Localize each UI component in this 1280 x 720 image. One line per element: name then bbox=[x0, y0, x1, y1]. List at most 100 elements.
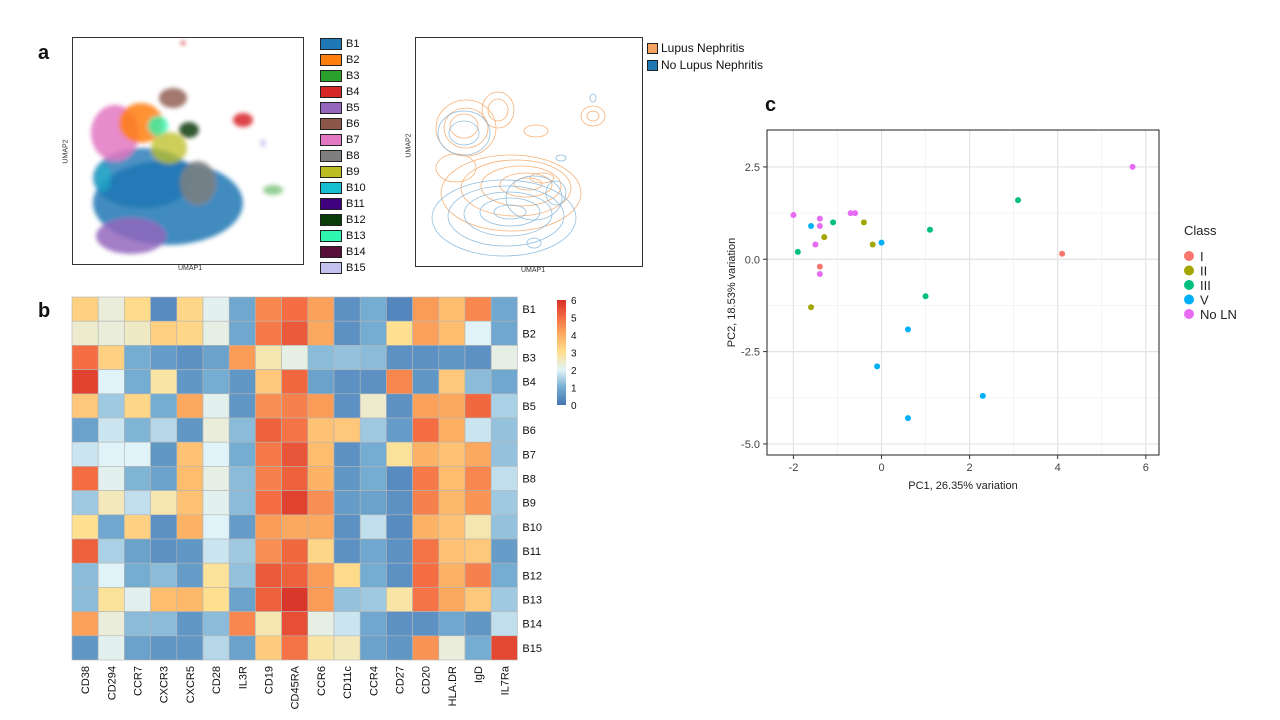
scatter-point bbox=[808, 223, 815, 230]
legend-item-b3: B3 bbox=[320, 68, 359, 83]
cluster-blob-b8 bbox=[180, 161, 216, 205]
legend-label: No Lupus Nephritis bbox=[661, 58, 764, 72]
heatmap-col-label: CD27 bbox=[395, 666, 407, 694]
heatmap-cell bbox=[307, 514, 335, 540]
legend-label: B4 bbox=[346, 85, 360, 98]
heatmap-cell bbox=[228, 490, 256, 516]
heatmap-cell bbox=[333, 345, 361, 370]
scatter-point bbox=[878, 239, 885, 246]
legend-item-b15: B15 bbox=[320, 260, 366, 275]
heatmap-cell bbox=[176, 417, 204, 443]
heatmap-cell bbox=[359, 562, 387, 588]
heatmap-cell bbox=[412, 611, 440, 637]
heatmap-cell bbox=[228, 514, 256, 540]
heatmap-cell bbox=[255, 514, 282, 540]
heatmap-cell bbox=[124, 562, 151, 588]
heatmap-cell bbox=[150, 587, 178, 612]
y-tick-label: -2.5 bbox=[741, 347, 760, 359]
heatmap-cell bbox=[124, 345, 151, 370]
umap-contour-svg bbox=[431, 91, 606, 257]
legend-label: B3 bbox=[346, 69, 360, 82]
legend-swatch bbox=[320, 213, 342, 226]
x-axis-label: PC1, 26.35% variation bbox=[908, 480, 1017, 492]
heatmap-cell bbox=[333, 441, 361, 467]
heatmap-cell bbox=[124, 441, 151, 467]
heatmap-cell bbox=[176, 441, 204, 467]
heatmap-cell bbox=[255, 611, 282, 637]
heatmap-row-label: B5 bbox=[522, 401, 535, 413]
heatmap-cell bbox=[150, 320, 178, 346]
heatmap-cell bbox=[359, 538, 387, 564]
heatmap-cell bbox=[124, 369, 151, 395]
heatmap-cell bbox=[97, 369, 125, 395]
heatmap-cell bbox=[412, 635, 440, 661]
legend-label: Lupus Nephritis bbox=[661, 41, 745, 55]
heatmap-cell bbox=[386, 320, 413, 346]
heatmap-cell bbox=[307, 466, 335, 491]
heatmap-cell bbox=[176, 587, 204, 612]
heatmap-cell bbox=[464, 441, 492, 467]
heatmap-row-label: B14 bbox=[522, 619, 542, 631]
umap2-xlabel: UMAP1 bbox=[521, 267, 546, 274]
legend-key bbox=[1184, 265, 1194, 276]
legend-key bbox=[1184, 280, 1194, 290]
heatmap-row-label: B11 bbox=[522, 546, 541, 558]
legend-label: No LN bbox=[1200, 307, 1237, 322]
heatmap-cell bbox=[71, 369, 99, 395]
heatmap-cell bbox=[124, 417, 151, 443]
heatmap-cell bbox=[124, 393, 151, 419]
heatmap-cell bbox=[438, 369, 466, 395]
heatmap-cell bbox=[438, 538, 466, 564]
legend-swatch bbox=[320, 197, 342, 210]
heatmap-cell bbox=[438, 587, 466, 612]
legend-label: B2 bbox=[346, 53, 360, 66]
heatmap-cell bbox=[490, 393, 518, 419]
pca-scatter: -2 0 2 4 6 2.5 0.0 -2.5 -5.0 PC1, 26.35% variatio… bbox=[726, 129, 1237, 492]
legend-swatch bbox=[320, 117, 342, 130]
heatmap-cell bbox=[386, 345, 413, 370]
heatmap-cell bbox=[228, 369, 256, 395]
heatmap-cell bbox=[333, 635, 361, 661]
heatmap-cell bbox=[97, 587, 125, 612]
legend-swatch bbox=[320, 85, 342, 98]
scatter-point bbox=[790, 211, 797, 218]
cluster-blob-b12 bbox=[179, 122, 199, 138]
legend-label: B12 bbox=[346, 213, 366, 226]
heatmap-cell bbox=[333, 562, 361, 588]
y-tick-label: 2.5 bbox=[745, 162, 760, 174]
heatmap-cell bbox=[71, 466, 99, 491]
heatmap-cell bbox=[281, 635, 309, 661]
heatmap-cell bbox=[202, 417, 230, 443]
heatmap-cell bbox=[71, 345, 99, 370]
heatmap-row-label: B4 bbox=[522, 377, 535, 389]
heatmap-col-label: IgD bbox=[473, 666, 485, 683]
heatmap-col-label: CXCR5 bbox=[185, 666, 197, 703]
heatmap-cell bbox=[228, 296, 256, 322]
cluster-blob-b4 bbox=[233, 113, 253, 127]
heatmap-cell bbox=[438, 611, 466, 637]
scatter-point bbox=[821, 234, 828, 241]
legend-item-lupus-nephritis: Lupus Nephritis bbox=[647, 41, 744, 55]
cluster-blob-b6 bbox=[159, 88, 187, 108]
legend-item-b6: B6 bbox=[320, 116, 359, 131]
heatmap-cell bbox=[228, 611, 256, 637]
legend-swatch bbox=[320, 261, 342, 274]
scale-tick-label: 6 bbox=[571, 296, 577, 307]
heatmap-cell bbox=[307, 587, 335, 612]
heatmap-cell bbox=[438, 417, 466, 443]
heatmap-cell bbox=[412, 490, 440, 516]
heatmap-cell bbox=[150, 441, 178, 467]
cluster-blob-b5 bbox=[96, 218, 166, 254]
scale-tick-label: 4 bbox=[571, 331, 577, 342]
legend-label: B11 bbox=[346, 197, 365, 210]
legend-label: B8 bbox=[346, 149, 360, 162]
heatmap-cell bbox=[307, 369, 335, 395]
heatmap-cell bbox=[255, 635, 282, 661]
heatmap-cell bbox=[255, 393, 282, 419]
heatmap-cell bbox=[150, 466, 178, 491]
legend-item-b1: B1 bbox=[320, 36, 359, 51]
legend-swatch bbox=[320, 133, 342, 146]
legend-label: I bbox=[1200, 249, 1204, 264]
heatmap-cell bbox=[228, 587, 256, 612]
heatmap-cell bbox=[464, 466, 492, 491]
